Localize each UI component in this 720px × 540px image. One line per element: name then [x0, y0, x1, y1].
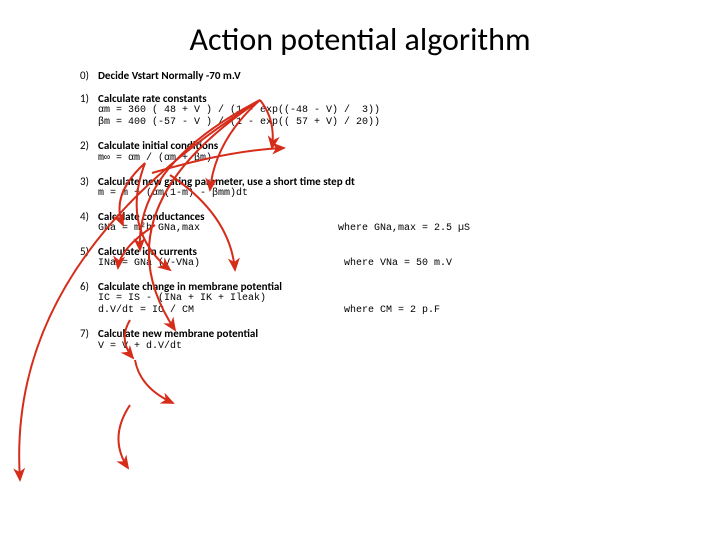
step-body: V = V + d.V/dt	[80, 341, 720, 353]
step-title: Calculate new membrane potential	[98, 327, 258, 340]
arrow-10	[135, 360, 173, 403]
step-number: 3)	[80, 175, 98, 188]
step-title: Decide Vstart Normally -70 m.V	[98, 69, 241, 82]
step-number: 6)	[80, 280, 98, 293]
step-heading: 6)Calculate change in membrane potential	[80, 280, 720, 293]
step-body: m∞ = αm / (αm + βm)	[80, 153, 720, 165]
step-0: 0)Decide Vstart Normally -70 m.V	[80, 69, 720, 82]
step-body: INa = GNa (V-VNa) where VNa = 50 m.V	[80, 258, 720, 270]
algorithm-steps: 0)Decide Vstart Normally -70 m.V1)Calcul…	[0, 69, 720, 353]
step-heading: 1)Calculate rate constants	[80, 92, 720, 105]
step-body: GNa = m²h GNa,max where GNa,max = 2.5 µS	[80, 223, 720, 235]
step-7: 7)Calculate new membrane potentialV = V …	[80, 327, 720, 352]
step-body: IC = IS - (INa + IK + Ileak) d.V/dt = IC…	[80, 293, 720, 317]
step-body: αm = 360 ( 48 + V ) / (1 - exp((-48 - V)…	[80, 105, 720, 129]
step-number: 5)	[80, 245, 98, 258]
step-title: Calculate new gating parameter, use a sh…	[98, 175, 355, 188]
step-title: Calculate initial conditions	[98, 139, 218, 152]
step-heading: 7)Calculate new membrane potential	[80, 327, 720, 340]
step-heading: 4)Calculate conductances	[80, 210, 720, 223]
step-heading: 5)Calculate ion currents	[80, 245, 720, 258]
step-title: Calculate conductances	[98, 210, 205, 223]
step-6: 6)Calculate change in membrane potential…	[80, 280, 720, 317]
step-1: 1)Calculate rate constantsαm = 360 ( 48 …	[80, 92, 720, 129]
step-4: 4)Calculate conductancesGNa = m²h GNa,ma…	[80, 210, 720, 235]
step-heading: 0)Decide Vstart Normally -70 m.V	[80, 69, 720, 82]
step-title: Calculate ion currents	[98, 245, 197, 258]
page-title: Action potential algorithm	[0, 0, 720, 69]
step-3: 3)Calculate new gating parameter, use a …	[80, 175, 720, 200]
step-body: m = m + (αm(1-m) - βmm)dt	[80, 188, 720, 200]
step-heading: 2)Calculate initial conditions	[80, 139, 720, 152]
step-number: 1)	[80, 92, 98, 105]
step-heading: 3)Calculate new gating parameter, use a …	[80, 175, 720, 188]
step-number: 0)	[80, 69, 98, 82]
step-number: 4)	[80, 210, 98, 223]
step-title: Calculate rate constants	[98, 92, 207, 105]
step-5: 5)Calculate ion currentsINa = GNa (V-VNa…	[80, 245, 720, 270]
arrow-11	[118, 405, 130, 468]
step-2: 2)Calculate initial conditionsm∞ = αm / …	[80, 139, 720, 164]
step-number: 2)	[80, 139, 98, 152]
step-number: 7)	[80, 327, 98, 340]
step-title: Calculate change in membrane potential	[98, 280, 282, 293]
